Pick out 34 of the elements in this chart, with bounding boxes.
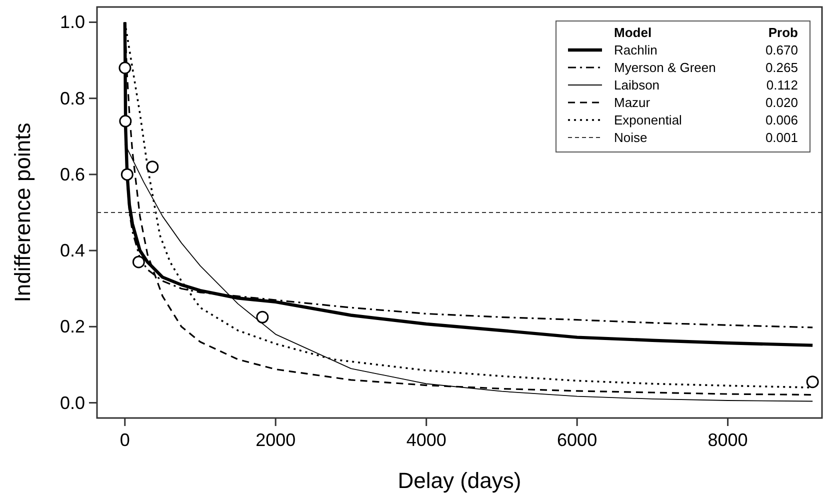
x-tick-label: 6000 — [557, 430, 598, 450]
x-tick-label: 0 — [120, 430, 130, 450]
point — [120, 168, 134, 181]
annotation: Prob — [768, 25, 798, 40]
x-tick-label: 8000 — [708, 430, 748, 450]
point — [119, 114, 132, 128]
x-tick-label: 4000 — [406, 430, 446, 450]
legend-label: Noise — [614, 130, 648, 145]
legend-label: Rachlin — [614, 42, 658, 58]
annotation: 0.265 — [765, 60, 798, 75]
y-tick-label: 1.0 — [60, 12, 85, 32]
point — [132, 256, 145, 268]
y-tick-label: 0.4 — [60, 240, 85, 261]
annotation: 0.670 — [765, 42, 798, 58]
annotation: 0.020 — [765, 95, 798, 110]
y-axis-title: Indifference points — [10, 122, 35, 302]
y-tick-label: 0.0 — [60, 392, 85, 413]
legend-label: Myerson & Green — [614, 60, 716, 75]
point — [806, 376, 819, 388]
annotation: 0.001 — [765, 130, 798, 145]
legend-label: Laibson — [614, 78, 660, 92]
point — [146, 160, 159, 174]
point — [118, 62, 132, 74]
point — [256, 310, 269, 324]
annotation: 0.006 — [765, 112, 798, 128]
legend-label: Mazur — [614, 95, 651, 110]
y-tick-label: 0.2 — [60, 316, 85, 337]
x-tick-label: 2000 — [256, 430, 296, 450]
legend-label: Exponential — [614, 112, 682, 128]
x-axis-title: Delay (days) — [398, 468, 522, 493]
annotation: 0.112 — [766, 78, 798, 92]
y-tick-label: 0.6 — [60, 164, 85, 184]
legend-title: Model — [614, 25, 652, 40]
y-tick-label: 0.8 — [60, 88, 85, 108]
